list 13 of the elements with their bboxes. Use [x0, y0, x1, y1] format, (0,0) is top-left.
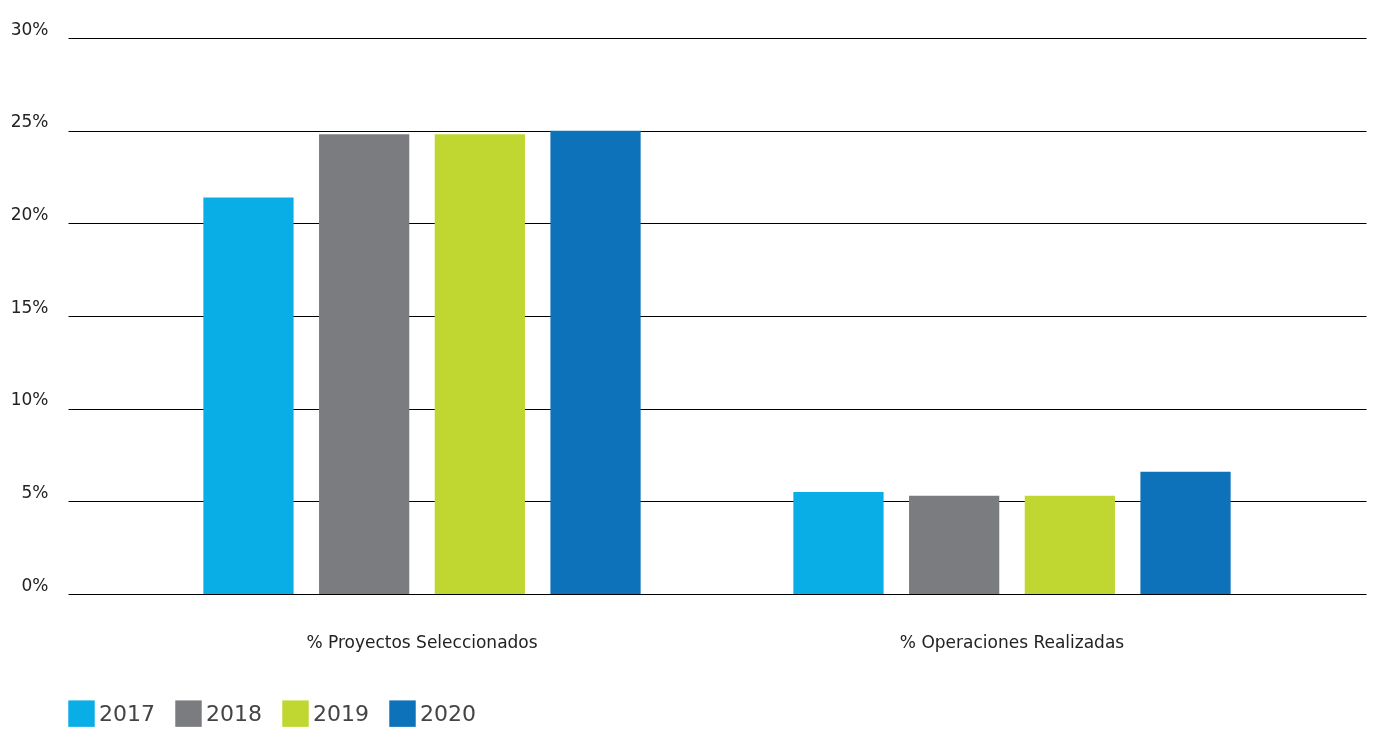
x-tick-label: % Proyectos Seleccionados [306, 631, 538, 652]
y-tick-label: 10% [10, 389, 49, 410]
x-tick-label: % Operaciones Realizadas [899, 631, 1125, 652]
legend-label: 2017 [99, 700, 155, 726]
y-tick-label: 25% [10, 111, 49, 132]
y-tick-label: 0% [21, 574, 49, 595]
y-tick-label: 20% [10, 203, 49, 224]
legend-label: 2019 [313, 700, 369, 726]
y-tick-label: 30% [10, 18, 49, 39]
y-tick-label: 5% [21, 481, 49, 502]
y-tick-label: 15% [10, 296, 49, 317]
legend-label: 2018 [206, 700, 262, 726]
legend-label: 2020 [420, 700, 476, 726]
